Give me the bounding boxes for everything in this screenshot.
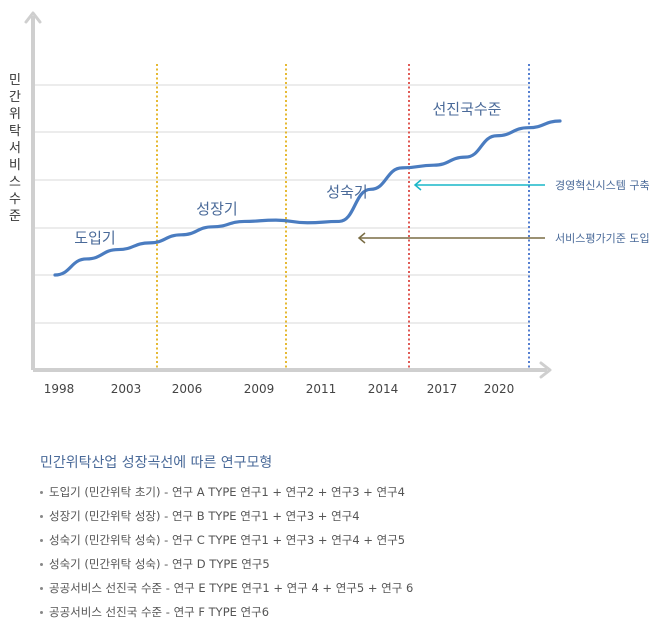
phase-label: 도입기 bbox=[74, 229, 115, 247]
arrow-head-icon bbox=[413, 179, 422, 191]
x-axis-arrow-icon bbox=[539, 361, 552, 379]
x-tick-labels: 1998 2003 2006 2009 2011 2014 2017 2020 bbox=[44, 382, 515, 396]
phase-boundaries bbox=[156, 64, 530, 368]
x-tick-label: 2017 bbox=[427, 382, 458, 396]
x-tick-label: 2003 bbox=[111, 382, 142, 396]
bullet-icon bbox=[40, 515, 43, 518]
phase-label: 성장기 bbox=[196, 200, 237, 218]
arrow-head-icon bbox=[357, 232, 366, 244]
legend-title: 민간위탁산업 성장곡선에 따른 연구모형 bbox=[40, 455, 273, 471]
annotation-label: 경영혁신시스템 구축 bbox=[555, 179, 650, 192]
x-tick-label: 1998 bbox=[44, 382, 75, 396]
legend-item: 성장기 (민간위탁 성장) - 연구 B TYPE 연구1 + 연구3 + 연구… bbox=[40, 504, 660, 528]
annotation-label: 서비스평가기준 도입 bbox=[555, 232, 650, 245]
bullet-icon bbox=[40, 539, 43, 542]
legend-item: 공공서비스 선진국 수준 - 연구 E TYPE 연구1 + 연구 4 + 연구… bbox=[40, 576, 660, 600]
series-line bbox=[53, 119, 562, 277]
x-tick-label: 2006 bbox=[172, 382, 203, 396]
bullet-icon bbox=[40, 491, 43, 494]
y-axis-arrow-icon bbox=[24, 11, 42, 24]
phase-label: 성숙기 bbox=[326, 183, 367, 201]
phase-label: 선진국수준 bbox=[432, 100, 501, 118]
legend-item: 공공서비스 선진국 수준 - 연구 F TYPE 연구6 bbox=[40, 600, 660, 624]
x-tick-label: 2009 bbox=[244, 382, 275, 396]
y-axis-label: 민간위탁 서비스수준 bbox=[9, 73, 21, 224]
x-tick-label: 2020 bbox=[484, 382, 515, 396]
legend-list: 도입기 (민간위탁 초기) - 연구 A TYPE 연구1 + 연구2 + 연구… bbox=[40, 480, 660, 624]
bullet-icon bbox=[40, 611, 43, 614]
legend-item: 성숙기 (민간위탁 성숙) - 연구 C TYPE 연구1 + 연구3 + 연구… bbox=[40, 528, 660, 552]
axes bbox=[24, 11, 552, 379]
bullet-icon bbox=[40, 563, 43, 566]
series-path bbox=[53, 119, 562, 277]
legend-item: 성숙기 (민간위탁 성숙) - 연구 D TYPE 연구5 bbox=[40, 552, 660, 576]
grid-lines bbox=[33, 84, 530, 324]
x-tick-label: 2014 bbox=[368, 382, 399, 396]
phase-labels: 도입기 성장기 성숙기 선진국수준 bbox=[74, 100, 501, 247]
legend: 민간위탁산업 성장곡선에 따른 연구모형 도입기 (민간위탁 초기) - 연구 … bbox=[40, 452, 660, 624]
bullet-icon bbox=[40, 587, 43, 590]
legend-item: 도입기 (민간위탁 초기) - 연구 A TYPE 연구1 + 연구2 + 연구… bbox=[40, 480, 660, 504]
growth-curve-chart: 1998 2003 2006 2009 2011 2014 2017 2020 도입기 성장기 성… bbox=[24, 11, 650, 396]
x-tick-label: 2011 bbox=[306, 382, 337, 396]
